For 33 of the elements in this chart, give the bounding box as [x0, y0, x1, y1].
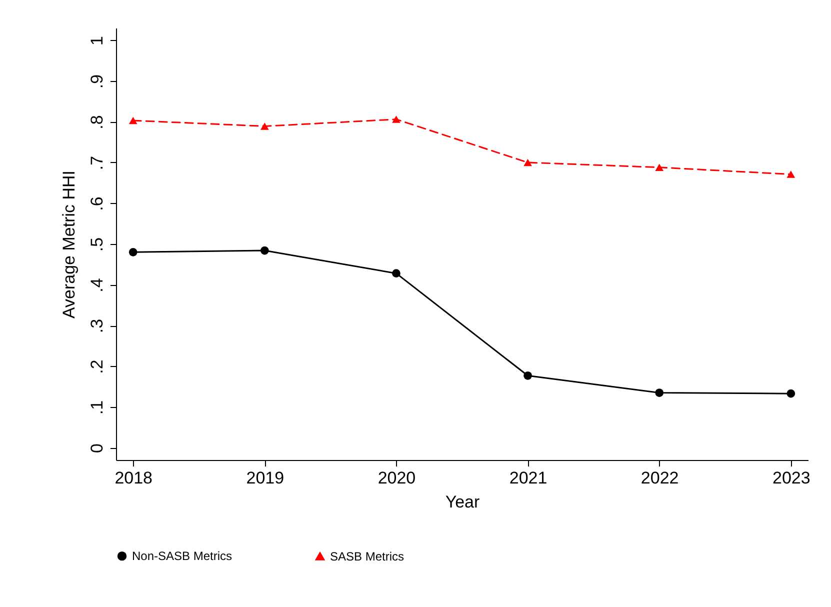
x-tick-label: 2020 [378, 468, 416, 488]
y-tick-label: 0 [88, 444, 106, 454]
y-tick-label: 1 [88, 36, 106, 46]
point [260, 122, 269, 130]
point [128, 116, 138, 124]
x-tick-label: 2022 [640, 468, 679, 488]
y-tick-label: .6 [88, 196, 106, 211]
legend-label: SASB Metrics [330, 549, 404, 564]
y-tick-label: .4 [88, 278, 106, 292]
point [524, 158, 532, 166]
point [260, 246, 269, 255]
x-tick-label: 2021 [509, 468, 548, 488]
point [786, 389, 796, 398]
point [392, 116, 400, 123]
x-axis-title: Year [445, 492, 480, 512]
point [786, 170, 796, 178]
y-tick-label: .3 [88, 318, 106, 334]
y-tick-label: .1 [88, 400, 106, 415]
point [128, 248, 138, 256]
point [655, 164, 664, 172]
y-tick-label: .9 [88, 74, 106, 89]
y-tick-label: .2 [88, 360, 106, 374]
point [392, 269, 400, 278]
point [524, 371, 532, 380]
y-tick-label: .7 [88, 156, 106, 170]
point [655, 388, 664, 397]
y-tick-label: .8 [88, 115, 106, 130]
y-axis-title: Average Metric HHI [60, 170, 78, 319]
x-tick-label: 2019 [246, 468, 284, 488]
x-tick-label: 2018 [114, 468, 153, 488]
legend-label: Non-SASB Metrics [132, 549, 232, 564]
y-tick-label: .5 [88, 237, 106, 252]
x-tick-label: 2023 [772, 468, 810, 488]
